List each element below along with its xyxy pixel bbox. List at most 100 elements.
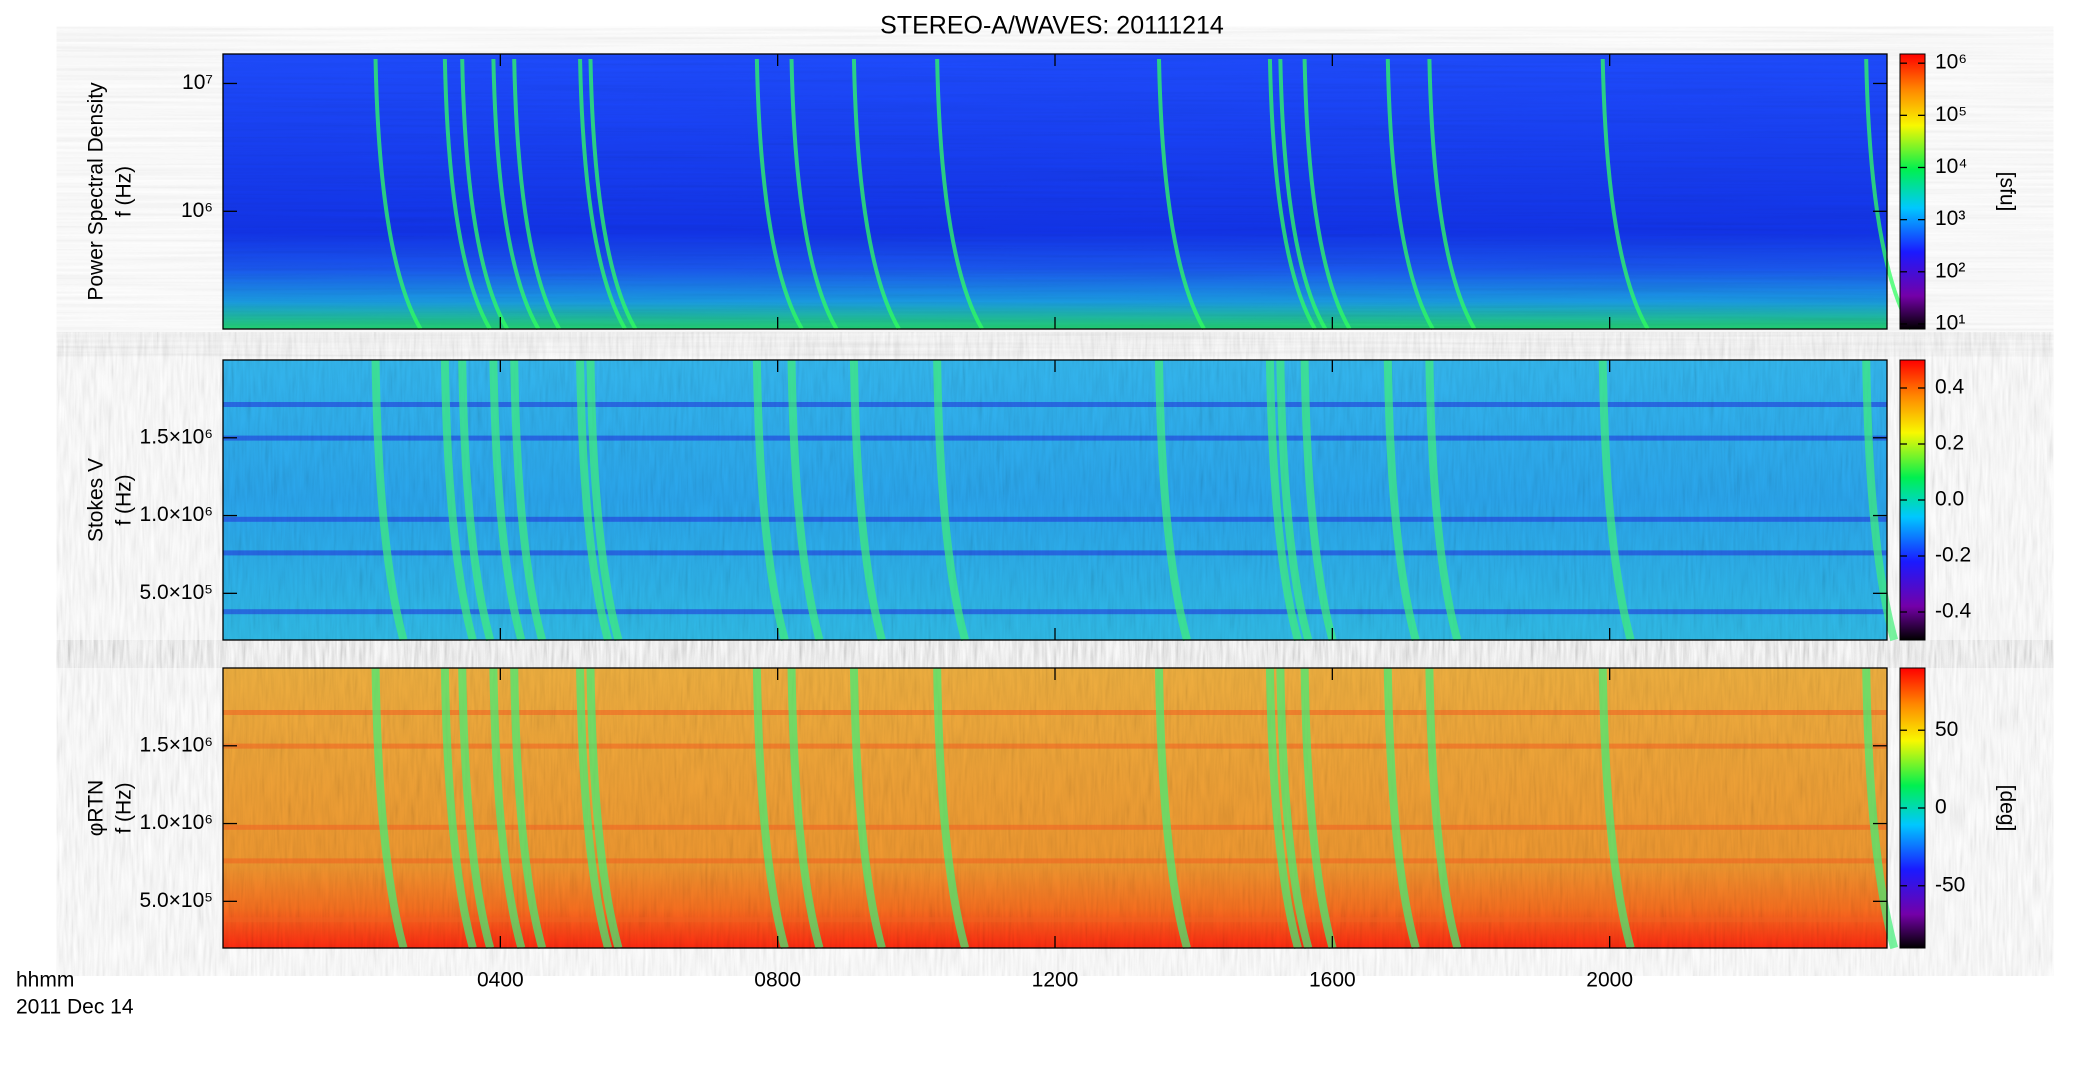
burst-streak [588, 58, 638, 331]
colorbar-tick-label: -0.2 [1935, 544, 1971, 567]
burst-streak [371, 667, 408, 950]
spectral-band [223, 435, 1887, 441]
colorbar-tick-label: 10¹ [1935, 311, 1965, 334]
y-tick-label: 1.5×10⁶ [140, 733, 213, 756]
date-label: 2011 Dec 14 [16, 996, 134, 1019]
burst-streak [510, 359, 547, 642]
chart-title: STEREO-A/WAVES: 20111214 [880, 12, 1224, 40]
colorbar-tick-label: 10³ [1935, 207, 1965, 230]
colorbar-tick-label: -50 [1935, 873, 1965, 896]
spectral-band [223, 516, 1887, 522]
y-axis-label: f (Hz) [113, 166, 136, 217]
colorbar-tick-label: -0.4 [1935, 600, 1972, 623]
burst-streak [586, 667, 623, 950]
burst-streak [1276, 667, 1313, 950]
burst-streak [933, 667, 969, 950]
spectral-band [223, 402, 1887, 407]
burst-streak [1265, 667, 1302, 950]
burst-streak [1155, 667, 1191, 950]
burst-streak [1425, 359, 1462, 642]
colorbar-tick-label: 0.4 [1935, 376, 1965, 399]
burst-streak [1278, 58, 1328, 331]
burst-streak [787, 359, 824, 642]
x-tick-label: 1600 [1309, 969, 1356, 992]
burst-streak [1598, 667, 1635, 950]
burst-streak [373, 58, 423, 331]
burst-streak [1598, 359, 1635, 642]
y-tick-label: 10⁶ [181, 199, 213, 222]
x-tick-label: 0800 [754, 969, 801, 992]
burst-streak [460, 58, 509, 331]
x-tick-label: 2000 [1586, 969, 1633, 992]
burst-streak [1383, 359, 1420, 642]
burst-streak [752, 667, 789, 950]
spectral-band [223, 550, 1887, 556]
burst-streak [458, 359, 495, 642]
burst-streak [849, 359, 886, 642]
colorbar-tick-label: 50 [1935, 718, 1958, 741]
burst-streak [440, 359, 477, 642]
burst-streak [1155, 359, 1191, 642]
burst-streak [489, 359, 526, 642]
burst-streak [586, 359, 623, 642]
y-axis-label: φRTN [85, 780, 108, 836]
burst-streak [578, 58, 627, 331]
burst-streak [935, 58, 984, 331]
burst-streak [458, 667, 495, 950]
y-tick-label: 5.0×10⁵ [139, 581, 213, 604]
burst-streak [440, 667, 477, 950]
burst-streak [442, 58, 492, 331]
y-axis-label: f (Hz) [113, 474, 136, 525]
colorbar-tick-label: 0.2 [1935, 432, 1964, 455]
burst-streak [1157, 58, 1206, 331]
y-axis-label: Stokes V [85, 458, 108, 542]
burst-streak [1425, 667, 1462, 950]
panel [222, 53, 1913, 331]
y-tick-label: 1.0×10⁶ [140, 503, 213, 526]
burst-streak [1300, 359, 1337, 642]
x-tick-label: 0400 [477, 969, 524, 992]
panel [222, 359, 1899, 642]
burst-streak [512, 58, 561, 331]
y-axis-label: Power Spectral Density [85, 82, 108, 301]
burst-streak [1862, 359, 1899, 642]
y-tick-label: 5.0×10⁵ [139, 889, 213, 912]
y-tick-label: 1.0×10⁶ [140, 811, 213, 834]
burst-streak [787, 667, 824, 950]
burst-streak [933, 359, 969, 642]
colorbar-label: [sfu] [1995, 172, 2018, 212]
burst-streak [1300, 667, 1337, 950]
burst-streak [371, 359, 408, 642]
burst-streak [1267, 58, 1317, 331]
burst-streak [754, 58, 804, 331]
burst-streak [1302, 58, 1352, 331]
colorbar-tick-label: 10⁴ [1935, 155, 1967, 178]
burst-streak [576, 667, 612, 950]
colorbar-tick-label: 0.0 [1935, 488, 1964, 511]
burst-streak [1427, 58, 1477, 331]
panel [222, 667, 1899, 950]
colorbar [1899, 53, 1926, 330]
colorbar-tick-label: 10² [1935, 259, 1965, 282]
y-axis-label: f (Hz) [113, 782, 136, 833]
colorbar-tick-label: 10⁵ [1935, 103, 1967, 126]
y-tick-label: 1.5×10⁶ [140, 425, 213, 448]
burst-streak [510, 667, 547, 950]
burst-streak [491, 58, 541, 331]
burst-streak [1276, 359, 1313, 642]
burst-streak [789, 58, 839, 331]
burst-streak [849, 667, 886, 950]
burst-streak [752, 359, 789, 642]
spectral-band [223, 710, 1887, 715]
burst-streak [851, 58, 901, 331]
y-tick-label: 10⁷ [182, 71, 213, 94]
spectral-band [223, 858, 1887, 864]
colorbar-label: [deg] [1995, 785, 2018, 832]
burst-streak [489, 667, 526, 950]
x-axis-label: hhmm [16, 969, 74, 992]
colorbar-tick-label: 10⁶ [1935, 51, 1967, 74]
burst-streak [1600, 58, 1650, 331]
spectral-band [223, 609, 1887, 615]
burst-streak [1265, 359, 1302, 642]
